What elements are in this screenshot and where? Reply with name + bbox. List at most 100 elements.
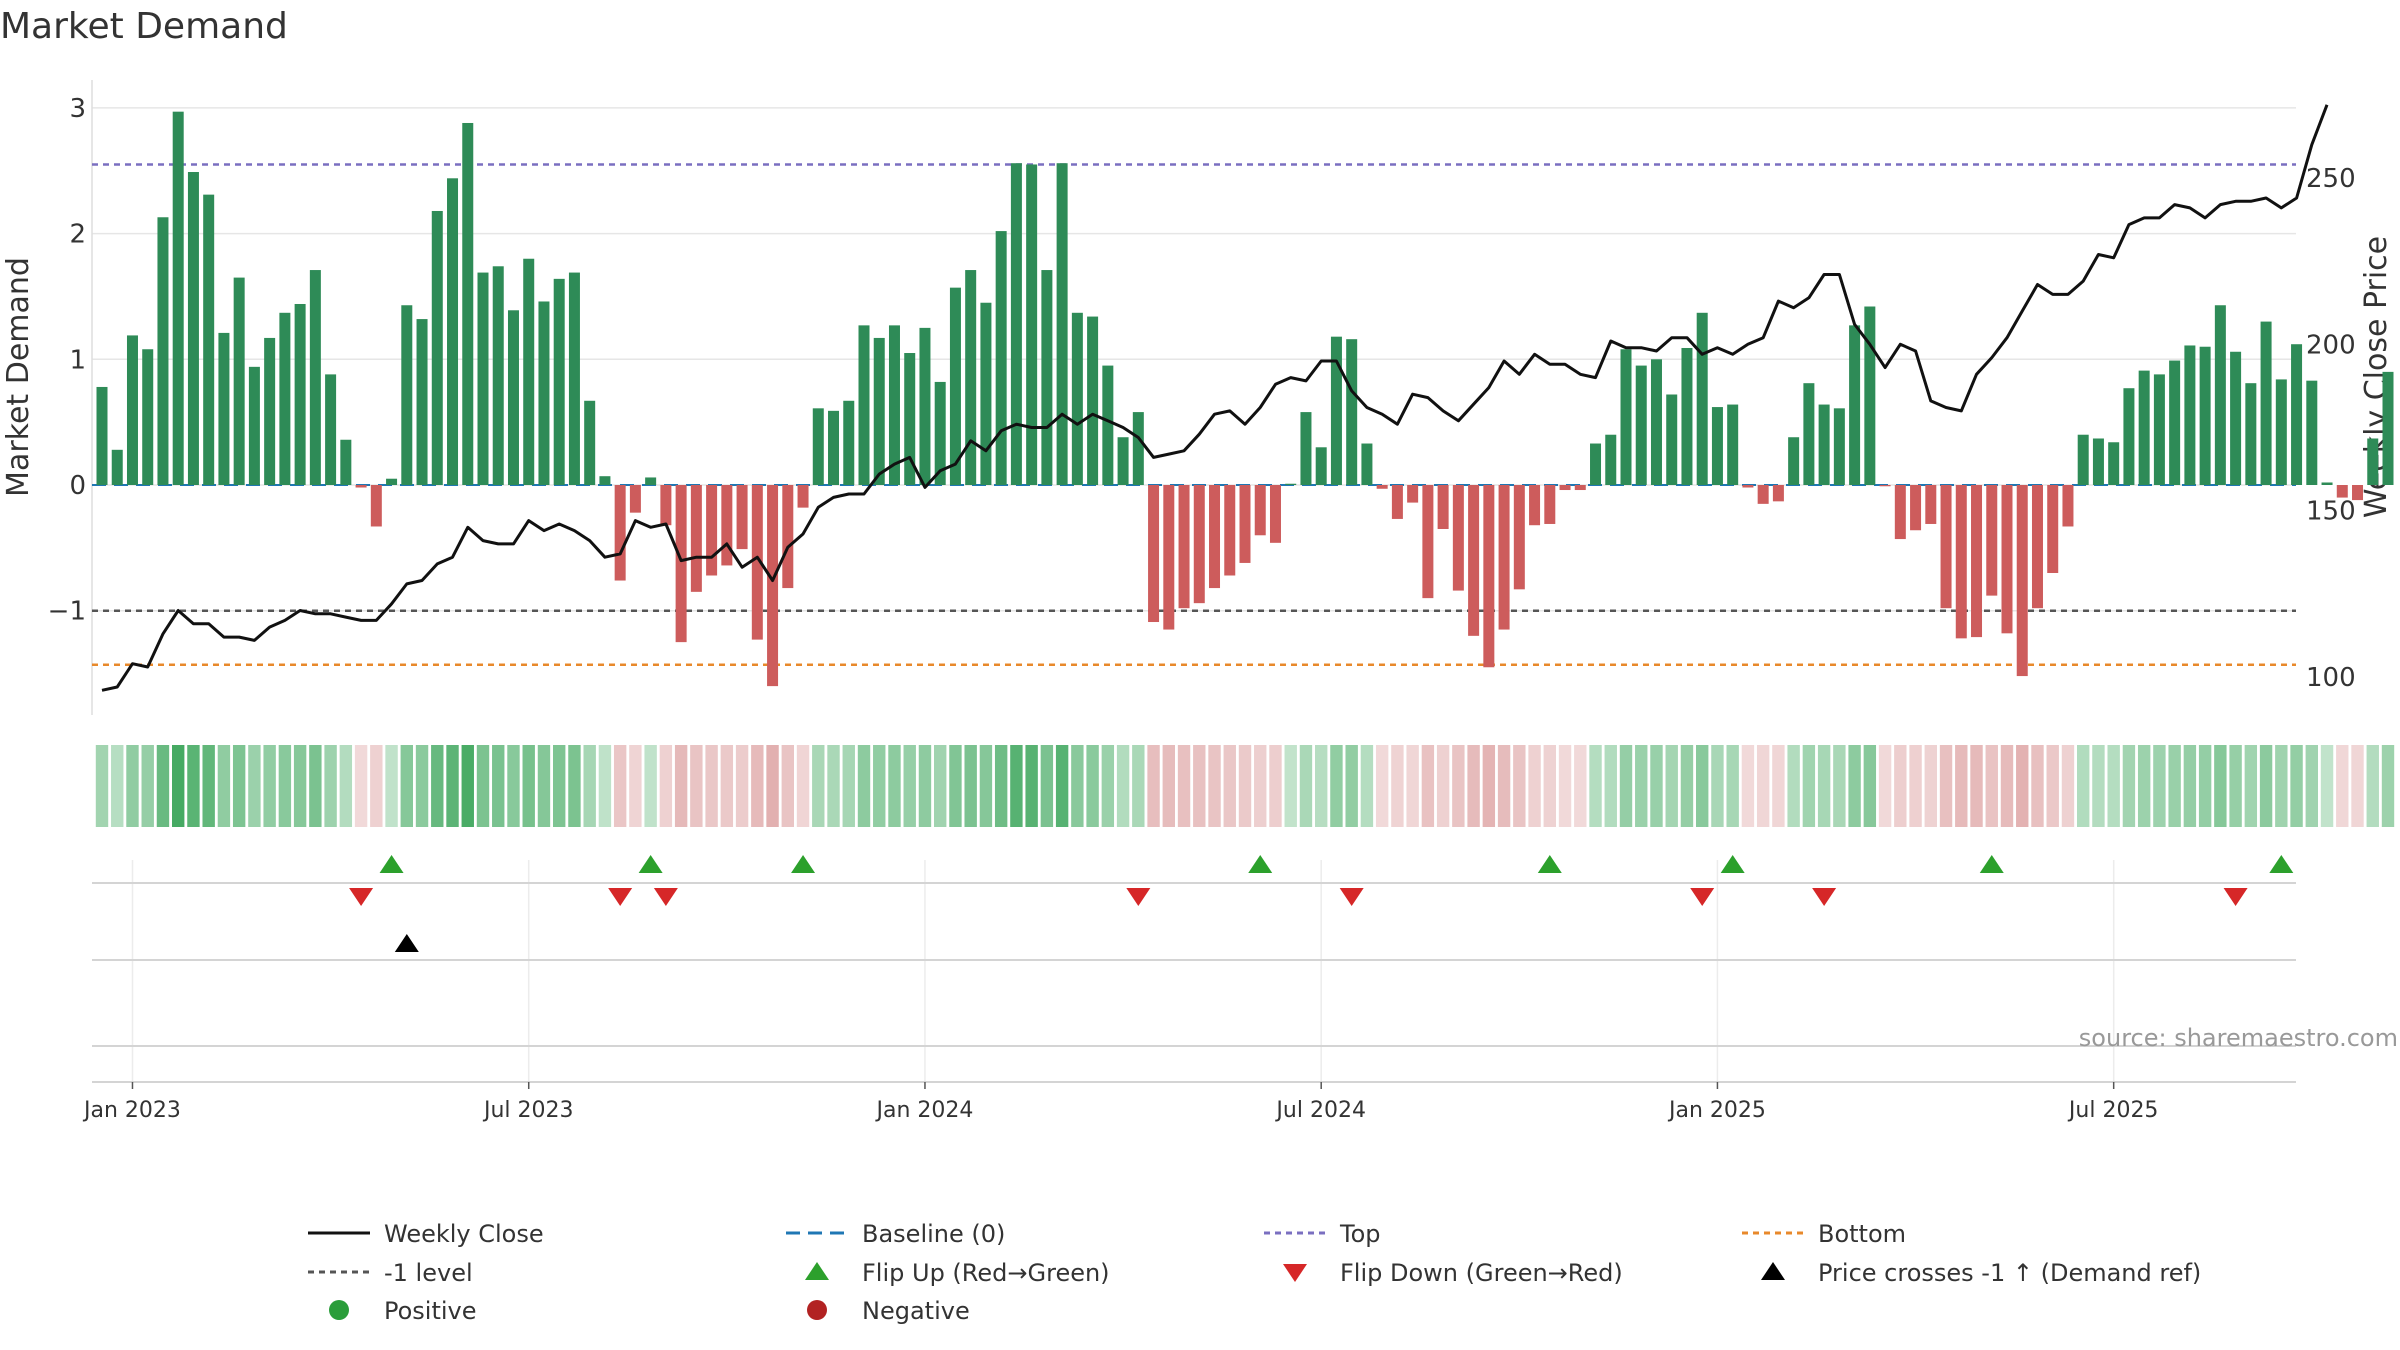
positive-bar	[2275, 379, 2287, 485]
heat-cell	[1071, 745, 1084, 827]
legend-item-bottom: Bottom	[1742, 1220, 1906, 1248]
heat-cell	[2107, 745, 2120, 827]
heat-cell	[1406, 745, 1419, 827]
positive-bar	[111, 449, 123, 485]
source-note: source: sharemaestro.com	[2079, 1024, 2398, 1052]
positive-bar	[340, 439, 352, 485]
flip-down-marker	[2223, 888, 2248, 906]
positive-bar	[1117, 437, 1129, 485]
positive-bar	[1346, 339, 1358, 485]
negative-bar	[1209, 485, 1221, 589]
heat-cell	[415, 745, 429, 827]
heat-cell	[2153, 745, 2166, 827]
weekly-close-line	[101, 104, 2329, 692]
heat-cell	[1375, 745, 1389, 827]
heat-cell	[339, 745, 353, 827]
flip-down-marker	[653, 888, 678, 906]
heat-cell	[1711, 745, 1724, 827]
positive-bar	[416, 319, 428, 485]
heat-cell	[2366, 745, 2379, 827]
legend-item-price: Weekly Close	[308, 1220, 544, 1248]
positive-bar	[477, 272, 489, 485]
negative-bar	[355, 485, 367, 488]
positive-bar	[553, 278, 565, 485]
positive-bar	[1330, 336, 1342, 485]
positive-bar	[1361, 443, 1373, 485]
negative-bar	[1391, 485, 1403, 519]
negative-bar	[2016, 485, 2028, 677]
heat-cell	[598, 745, 612, 827]
positive-bar	[126, 335, 138, 485]
positive-bar	[2077, 434, 2089, 485]
negative-bar	[706, 485, 718, 576]
heat-cell	[461, 745, 474, 827]
heat-cell	[1756, 745, 1770, 827]
heat-cell	[1939, 745, 1953, 827]
positive-bar	[2199, 346, 2211, 485]
positive-bar	[888, 325, 900, 485]
heat-cell	[1726, 745, 1739, 827]
heat-cell	[187, 745, 200, 827]
positive-bar	[1102, 365, 1114, 485]
heat-cell	[1254, 745, 1267, 827]
positive-bar	[401, 305, 413, 485]
positive-bar	[995, 231, 1007, 485]
positive-bar	[386, 478, 398, 485]
heat-cell	[1696, 745, 1709, 827]
left-tick-label: −1	[48, 597, 86, 627]
positive-bar	[2138, 370, 2150, 485]
negative-bar	[1894, 485, 1906, 540]
legend-label: Bottom	[1818, 1220, 1906, 1248]
heat-cell	[293, 745, 307, 827]
legend-item-flip_down: Flip Down (Green→Red)	[1283, 1259, 1623, 1287]
legend-swatch-dot	[807, 1300, 827, 1320]
right-tick-label: 250	[2306, 164, 2356, 194]
negative-bar	[797, 485, 809, 508]
positive-bar	[934, 381, 946, 485]
heat-cell	[172, 745, 185, 827]
heat-cell	[476, 745, 490, 827]
positive-bar	[294, 303, 306, 485]
heat-cell	[1284, 745, 1297, 827]
heat-cell	[1574, 745, 1587, 827]
positive-bar	[203, 194, 215, 485]
positive-bar	[142, 349, 154, 485]
heat-cell	[2290, 745, 2303, 827]
heat-cell	[2168, 745, 2181, 827]
positive-bar	[873, 337, 885, 485]
negative-bar	[751, 485, 763, 640]
x-tick-label: Jan 2024	[875, 1098, 974, 1123]
flip-down-marker	[608, 888, 633, 906]
heat-cell	[1482, 745, 1496, 827]
heat-cell	[2122, 745, 2136, 827]
heat-cell	[1878, 745, 1892, 827]
flip-up-marker	[379, 855, 404, 873]
heat-cell	[2000, 745, 2014, 827]
heat-cell	[629, 745, 642, 827]
positive-bar	[172, 111, 184, 486]
positive-bar	[1315, 447, 1327, 485]
heat-cell	[385, 745, 398, 827]
positive-bar	[1727, 404, 1739, 485]
negative-bar	[370, 485, 382, 527]
heat-cell	[1924, 745, 1937, 827]
positive-bar	[965, 270, 977, 485]
heat-cell	[248, 745, 261, 827]
heat-cell	[842, 745, 855, 827]
positive-bar	[919, 327, 931, 485]
right-ticks: 100 150 200 250	[2306, 164, 2356, 693]
heat-cell	[1025, 745, 1038, 827]
left-ticks: −1 0 1 2 3	[48, 94, 86, 627]
legend-label: Flip Up (Red→Green)	[862, 1259, 1110, 1287]
negative-bar	[1498, 485, 1510, 630]
heat-cell	[400, 745, 413, 827]
heat-cell	[644, 745, 657, 827]
heat-cell	[720, 745, 734, 827]
heat-cell	[1589, 745, 1602, 827]
legend-swatch-down-triangle	[1283, 1264, 1307, 1282]
negative-bar	[1224, 485, 1236, 576]
negative-bar	[1940, 485, 1952, 609]
positive-bar	[1849, 325, 1861, 485]
heat-cell	[690, 745, 703, 827]
